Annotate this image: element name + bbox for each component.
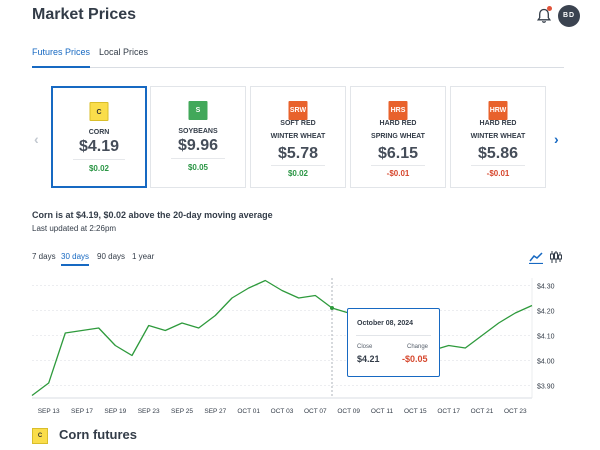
section-badge: C <box>32 428 48 444</box>
y-tick-label: $4.20 <box>537 309 555 316</box>
corn-badge: C <box>89 102 109 121</box>
y-tick-label: $4.10 <box>537 334 555 341</box>
commodity-price: $5.86 <box>477 145 519 162</box>
tab-futures-prices[interactable]: Futures Prices <box>32 47 91 68</box>
x-tick-label: SEP 13 <box>38 408 60 415</box>
commodity-price: $9.96 <box>177 137 219 154</box>
tooltip-close-label: Close <box>357 344 373 350</box>
x-tick-label: OCT 15 <box>404 408 427 415</box>
tooltip-close-value: $4.21 <box>357 354 380 364</box>
data-point <box>330 306 334 310</box>
y-tick-label: $4.30 <box>537 284 555 291</box>
x-tick-label: SEP 19 <box>104 408 126 415</box>
chevron-right-icon[interactable]: › <box>554 131 559 147</box>
commodity-card-srw[interactable]: SRW SOFT RED WINTER WHEAT $5.78 $0.02 <box>250 86 346 188</box>
commodity-price: $4.19 <box>78 138 120 155</box>
commodity-card-corn[interactable]: C CORN $4.19 $0.02 <box>51 86 147 188</box>
line-chart-icon[interactable] <box>529 250 543 264</box>
commodity-change: $0.05 <box>187 163 209 172</box>
commodity-name: SOFT RED <box>280 120 316 127</box>
range-1-year[interactable]: 1 year <box>132 252 155 261</box>
commodity-price: $6.15 <box>377 145 419 162</box>
tooltip-change-value: -$0.05 <box>402 354 428 364</box>
app-header: Market Prices BD <box>32 5 580 31</box>
commodity-name: HARD RED <box>479 120 517 127</box>
commodity-card-hrw[interactable]: HRW HARD RED WINTER WHEAT $5.86 -$0.01 <box>450 86 546 188</box>
card-divider <box>73 159 125 160</box>
commodity-card-hrs[interactable]: HRS HARD RED SPRING WHEAT $6.15 -$0.01 <box>350 86 446 188</box>
series-line-corn <box>31 279 533 397</box>
commodity-change: -$0.01 <box>386 169 410 178</box>
tooltip-date: October 08, 2024 <box>357 320 414 327</box>
srw-badge: SRW <box>288 101 308 120</box>
commodity-name: SOYBEANS <box>178 128 218 135</box>
commodity-card-soybeans[interactable]: S SOYBEANS $9.96 $0.05 <box>150 86 246 188</box>
x-tick-label: OCT 07 <box>304 408 327 415</box>
commodity-name-line2: WINTER WHEAT <box>470 133 526 140</box>
tab-local-prices[interactable]: Local Prices <box>99 47 149 57</box>
hrs-badge: HRS <box>388 101 408 120</box>
x-tick-label: SEP 25 <box>171 408 193 415</box>
chart-tooltip: October 08, 2024 Close Change $4.21 -$0.… <box>347 308 440 377</box>
commodity-price: $5.78 <box>277 145 319 162</box>
x-tick-label: SEP 27 <box>204 408 226 415</box>
commodity-name-line2: WINTER WHEAT <box>270 133 326 140</box>
y-tick-label: $4.00 <box>537 359 555 366</box>
page-title: Market Prices <box>32 6 137 23</box>
x-tick-label: OCT 01 <box>237 408 260 415</box>
card-divider <box>471 165 525 166</box>
price-summary: Corn is at $4.19, $0.02 above the 20-day… <box>32 210 273 220</box>
y-tick-label: $3.90 <box>537 384 555 391</box>
price-tabs: Futures Prices Local Prices <box>32 41 564 68</box>
x-tick-label: OCT 03 <box>271 408 294 415</box>
chevron-left-icon[interactable]: ‹ <box>34 131 39 147</box>
x-tick-label: SEP 17 <box>71 408 93 415</box>
hrw-badge: HRW <box>488 101 508 120</box>
tooltip-change-label: Change <box>407 344 429 350</box>
commodity-name: HARD RED <box>379 120 417 127</box>
card-divider <box>171 158 225 159</box>
range-7-days[interactable]: 7 days <box>32 252 56 261</box>
soybeans-badge: S <box>188 101 208 120</box>
x-tick-label: OCT 11 <box>371 408 394 415</box>
range-30-days[interactable]: 30 days <box>61 252 90 266</box>
range-90-days[interactable]: 90 days <box>97 252 126 261</box>
bell-icon[interactable] <box>535 7 553 25</box>
card-divider <box>271 165 325 166</box>
commodity-change: $0.02 <box>88 164 110 173</box>
section-title: Corn futures <box>59 427 137 442</box>
x-tick-label: OCT 17 <box>437 408 460 415</box>
commodity-name: CORN <box>88 129 110 136</box>
candlestick-icon[interactable] <box>549 250 563 264</box>
x-tick-label: OCT 21 <box>471 408 494 415</box>
commodity-change: -$0.01 <box>486 169 510 178</box>
price-chart[interactable]: $4.30 $4.20 $4.10 $4.00 $3.90 SEP 13 SEP 17 SEP… <box>0 272 600 420</box>
card-divider <box>371 165 425 166</box>
commodity-change: $0.02 <box>287 169 309 178</box>
tooltip-divider <box>356 335 431 336</box>
x-tick-label: OCT 23 <box>504 408 527 415</box>
notification-dot <box>547 6 552 11</box>
last-updated: Last updated at 2:26pm <box>32 224 117 233</box>
commodity-name-line2: SPRING WHEAT <box>371 133 425 140</box>
x-tick-label: OCT 09 <box>337 408 360 415</box>
avatar[interactable]: BD <box>558 5 580 27</box>
x-tick-label: SEP 23 <box>138 408 160 415</box>
